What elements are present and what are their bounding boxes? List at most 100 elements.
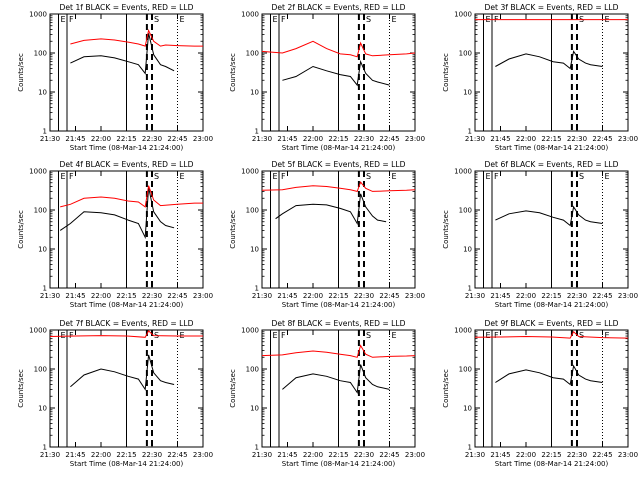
x-tick-label: 21:30 bbox=[465, 292, 485, 300]
panel-title: Det 4f BLACK = Events, RED = LLD bbox=[60, 160, 194, 169]
panel-title: Det 9f BLACK = Events, RED = LLD bbox=[485, 319, 619, 328]
y-tick-label: 10 bbox=[463, 246, 472, 254]
x-tick-label: 21:45 bbox=[277, 135, 297, 143]
x-tick-label: 22:00 bbox=[516, 451, 536, 459]
y-tick-label: 10 bbox=[463, 405, 472, 413]
x-tick-label: 22:30 bbox=[142, 135, 162, 143]
x-tick-label: 21:45 bbox=[65, 292, 85, 300]
marker-label: S bbox=[366, 331, 371, 340]
panel-det-9: Det 9f BLACK = Events, RED = LLD 1 10 100 10… bbox=[442, 319, 638, 468]
y-tick-label: 100 bbox=[459, 50, 472, 58]
y-tick-label: 1 bbox=[43, 128, 47, 136]
panel-title: Det 3f BLACK = Events, RED = LLD bbox=[485, 3, 619, 12]
marker-label: S bbox=[154, 172, 159, 181]
y-axis-label: Counts/sec bbox=[229, 369, 237, 408]
marker-label: S bbox=[366, 172, 371, 181]
x-tick-label: 22:00 bbox=[91, 135, 111, 143]
series-lld bbox=[474, 330, 629, 339]
y-tick-label: 1 bbox=[255, 444, 259, 452]
marker-label: F bbox=[281, 172, 286, 181]
series-events bbox=[495, 205, 603, 227]
y-axis-label: Counts/sec bbox=[229, 210, 237, 249]
y-tick-label: 1 bbox=[43, 444, 47, 452]
series-lld bbox=[60, 185, 203, 208]
x-tick-label: 21:30 bbox=[40, 451, 60, 459]
x-axis-label: Start Time (08-Mar-14 21:24:00) bbox=[495, 144, 609, 152]
x-tick-label: 21:30 bbox=[252, 292, 272, 300]
x-tick-label: 22:00 bbox=[91, 292, 111, 300]
x-axis-label: Start Time (08-Mar-14 21:24:00) bbox=[495, 460, 609, 468]
panel-title: Det 1f BLACK = Events, RED = LLD bbox=[60, 3, 194, 12]
x-tick-label: 23:00 bbox=[618, 451, 638, 459]
y-axis-label: Counts/sec bbox=[229, 53, 237, 92]
marker-label: E bbox=[180, 331, 185, 340]
y-axis-label: Counts/sec bbox=[442, 53, 450, 92]
y-tick-label: 10 bbox=[38, 405, 47, 413]
x-tick-label: 22:15 bbox=[541, 451, 561, 459]
x-tick-label: 22:00 bbox=[303, 292, 323, 300]
x-tick-label: 22:45 bbox=[167, 451, 187, 459]
x-tick-label: 22:00 bbox=[516, 135, 536, 143]
x-tick-label: 23:00 bbox=[193, 135, 213, 143]
y-tick-label: 100 bbox=[246, 207, 259, 215]
panel-det-2: Det 2f BLACK = Events, RED = LLD 1 10 100 10… bbox=[229, 3, 425, 152]
y-tick-label: 100 bbox=[34, 366, 47, 374]
panel-title: Det 6f BLACK = Events, RED = LLD bbox=[485, 160, 619, 169]
y-tick-label: 100 bbox=[246, 366, 259, 374]
series-lld bbox=[70, 28, 203, 47]
series-events bbox=[275, 193, 387, 226]
x-tick-label: 22:45 bbox=[167, 292, 187, 300]
marker-label: F bbox=[69, 172, 74, 181]
x-axis-label: Start Time (08-Mar-14 21:24:00) bbox=[70, 460, 184, 468]
x-tick-label: 21:30 bbox=[465, 135, 485, 143]
y-tick-label: 1 bbox=[43, 285, 47, 293]
panel-title: Det 5f BLACK = Events, RED = LLD bbox=[272, 160, 406, 169]
x-tick-label: 22:15 bbox=[328, 135, 348, 143]
series-events bbox=[495, 364, 603, 386]
panel-det-8: Det 8f BLACK = Events, RED = LLD 1 10 100 10… bbox=[229, 319, 425, 468]
y-tick-label: 1000 bbox=[454, 11, 472, 19]
x-tick-label: 22:45 bbox=[592, 292, 612, 300]
marker-label: E bbox=[273, 172, 278, 181]
y-axis-label: Counts/sec bbox=[17, 210, 25, 249]
x-tick-label: 22:00 bbox=[303, 451, 323, 459]
y-tick-label: 1 bbox=[468, 285, 472, 293]
x-tick-label: 22:15 bbox=[541, 135, 561, 143]
x-tick-label: 21:45 bbox=[490, 292, 510, 300]
x-axis-label: Start Time (08-Mar-14 21:24:00) bbox=[282, 301, 396, 309]
x-tick-label: 22:45 bbox=[379, 135, 399, 143]
y-axis-label: Counts/sec bbox=[17, 53, 25, 92]
x-tick-label: 22:30 bbox=[142, 292, 162, 300]
y-tick-label: 10 bbox=[38, 246, 47, 254]
series-lld bbox=[49, 330, 203, 338]
marker-label: E bbox=[392, 15, 397, 24]
series-lld bbox=[261, 181, 416, 192]
x-tick-label: 22:15 bbox=[116, 451, 136, 459]
marker-label: E bbox=[486, 172, 491, 181]
x-tick-label: 22:30 bbox=[142, 451, 162, 459]
x-axis-label: Start Time (08-Mar-14 21:24:00) bbox=[495, 301, 609, 309]
x-tick-label: 21:45 bbox=[490, 451, 510, 459]
series-lld bbox=[261, 344, 416, 358]
marker-label: F bbox=[281, 15, 286, 24]
x-axis-label: Start Time (08-Mar-14 21:24:00) bbox=[282, 144, 396, 152]
y-tick-label: 100 bbox=[246, 50, 259, 58]
y-tick-label: 1 bbox=[255, 285, 259, 293]
y-tick-label: 10 bbox=[250, 89, 259, 97]
x-tick-label: 22:15 bbox=[328, 451, 348, 459]
marker-label: E bbox=[61, 172, 66, 181]
y-tick-label: 1000 bbox=[29, 11, 47, 19]
x-tick-label: 21:30 bbox=[40, 135, 60, 143]
marker-label: F bbox=[494, 331, 499, 340]
y-tick-label: 1000 bbox=[29, 327, 47, 335]
y-tick-label: 1000 bbox=[241, 327, 259, 335]
x-tick-label: 22:00 bbox=[91, 451, 111, 459]
x-tick-label: 23:00 bbox=[193, 292, 213, 300]
y-tick-label: 100 bbox=[34, 207, 47, 215]
marker-label: E bbox=[273, 331, 278, 340]
y-tick-label: 1000 bbox=[29, 168, 47, 176]
x-tick-label: 22:45 bbox=[167, 135, 187, 143]
y-tick-label: 100 bbox=[459, 207, 472, 215]
series-events bbox=[495, 50, 603, 70]
y-tick-label: 100 bbox=[34, 50, 47, 58]
